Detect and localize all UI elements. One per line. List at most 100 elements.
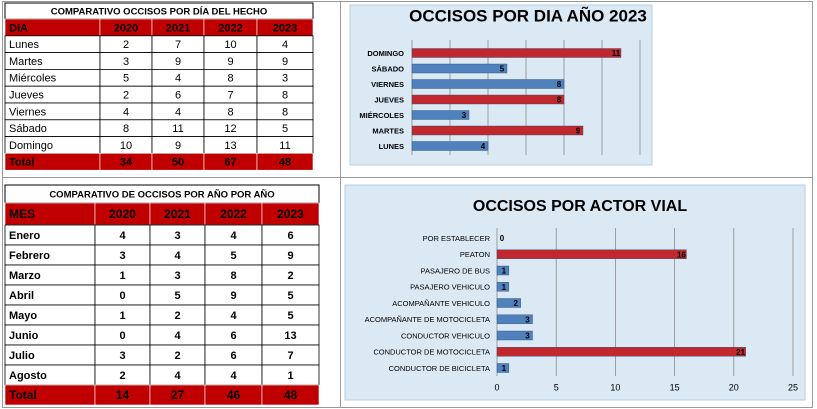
cell-value: 2020 [109, 207, 136, 221]
value-label: 11 [612, 49, 621, 58]
cell-value: 13 [224, 140, 236, 152]
cell-value: 9 [287, 250, 293, 262]
cell-value: 2 [287, 270, 293, 282]
x-tick-label: 10 [610, 382, 620, 392]
category-label: POR ESTABLECER [423, 234, 491, 243]
cell-value: 6 [175, 90, 181, 102]
cell-value: 2 [174, 350, 180, 362]
cell-value: 11 [279, 140, 290, 152]
cell-value: 5 [287, 290, 293, 302]
bar [496, 265, 510, 276]
x-tick-label: 15 [670, 382, 680, 392]
row-label: Febrero [9, 250, 50, 262]
cell-value: 4 [230, 310, 237, 322]
cell-value: 2023 [273, 22, 297, 34]
value-label: 8 [557, 96, 562, 105]
bar [411, 125, 584, 136]
row-label: Total [9, 157, 34, 169]
bar [411, 110, 470, 120]
cell-value: 4 [174, 330, 181, 342]
value-label: 3 [525, 315, 530, 324]
cell-value: 8 [123, 123, 129, 135]
cell-value: 0 [119, 330, 125, 342]
bar [411, 63, 508, 74]
cell-value: 2 [119, 370, 125, 382]
value-label: 21 [736, 348, 745, 357]
cell-value: 12 [224, 123, 236, 135]
cell-value: 3 [174, 230, 180, 242]
row-label: Enero [9, 230, 40, 242]
bar [496, 330, 533, 341]
chart-panel [344, 184, 806, 401]
bar [496, 298, 521, 308]
cell-value: 4 [174, 250, 181, 262]
value-label: 1 [502, 364, 507, 373]
category-label: PASAJERO DE BUS [421, 266, 490, 275]
value-label: 4 [481, 142, 486, 151]
category-label: LUNES [379, 142, 404, 151]
bar [496, 363, 510, 373]
cell-value: 9 [175, 56, 181, 68]
cell-value: 1 [119, 310, 125, 322]
cell-value: 5 [287, 310, 293, 322]
row-label: Total [9, 388, 37, 402]
cell-value: 7 [227, 90, 233, 102]
value-label: 16 [677, 250, 686, 259]
cell-value: 5 [174, 290, 180, 302]
cell-value: 4 [119, 230, 126, 242]
row-label: Agosto [9, 370, 47, 382]
cell-value: 8 [227, 106, 233, 118]
value-label: 0 [500, 234, 505, 243]
chart-title: OCCISOS POR ACTOR VIAL [473, 198, 687, 215]
category-label: PEATON [460, 250, 490, 259]
category-label: VIERNES [371, 80, 404, 89]
category-label: PASAJERO VEHICULO [410, 283, 490, 292]
cell-value: 2021 [164, 207, 191, 221]
cell-value: 14 [116, 388, 130, 402]
cell-value: 8 [282, 106, 288, 118]
cell-value: 46 [227, 388, 241, 402]
bar [411, 94, 565, 105]
cell-value: 4 [230, 370, 237, 382]
cell-value: 3 [119, 350, 125, 362]
cell-value: 7 [287, 350, 293, 362]
cell-value: 2022 [218, 22, 242, 34]
cell-value: 27 [171, 388, 185, 402]
category-label: CONDUCTOR VEHICULO [401, 331, 490, 340]
cell-value: 5 [123, 73, 129, 85]
cell-value: 50 [172, 157, 184, 169]
cell-value: 2020 [114, 22, 138, 34]
cell-value: 34 [120, 157, 133, 169]
cell-value: 1 [119, 270, 125, 282]
row-label: Miércoles [9, 73, 57, 85]
cell-value: 6 [287, 230, 293, 242]
category-label: DOMINGO [367, 49, 404, 58]
cell-value: 9 [230, 290, 236, 302]
row-label: Jueves [9, 90, 44, 102]
cell-value: 3 [119, 250, 125, 262]
header-cell [261, 384, 320, 406]
category-label: JUEVES [374, 95, 404, 104]
bar [411, 141, 489, 151]
cell-value: 2 [174, 310, 180, 322]
cell-value: 4 [175, 106, 181, 118]
cell-value: 8 [230, 270, 236, 282]
row-label: Abril [9, 290, 34, 302]
bar [496, 347, 746, 357]
row-label: DIA [9, 22, 28, 34]
cell-value: 3 [123, 56, 129, 68]
cell-value: 48 [279, 157, 291, 169]
chart-title: OCCISOS POR DIA AÑO 2023 [409, 5, 647, 25]
row-label: Mayo [9, 310, 37, 322]
bar [411, 79, 565, 89]
cell-value: 6 [230, 350, 236, 362]
bar [411, 48, 622, 58]
cell-value: 2021 [166, 22, 190, 34]
table-title: COMPARATIVO OCCISOS POR DÍA DEL HECHO [51, 7, 268, 18]
category-label: CONDUCTOR DE BICICLETA [389, 364, 490, 373]
value-label: 2 [513, 299, 518, 308]
cell-value: 5 [282, 123, 288, 135]
bar [496, 314, 533, 324]
cell-value: 48 [284, 388, 298, 402]
